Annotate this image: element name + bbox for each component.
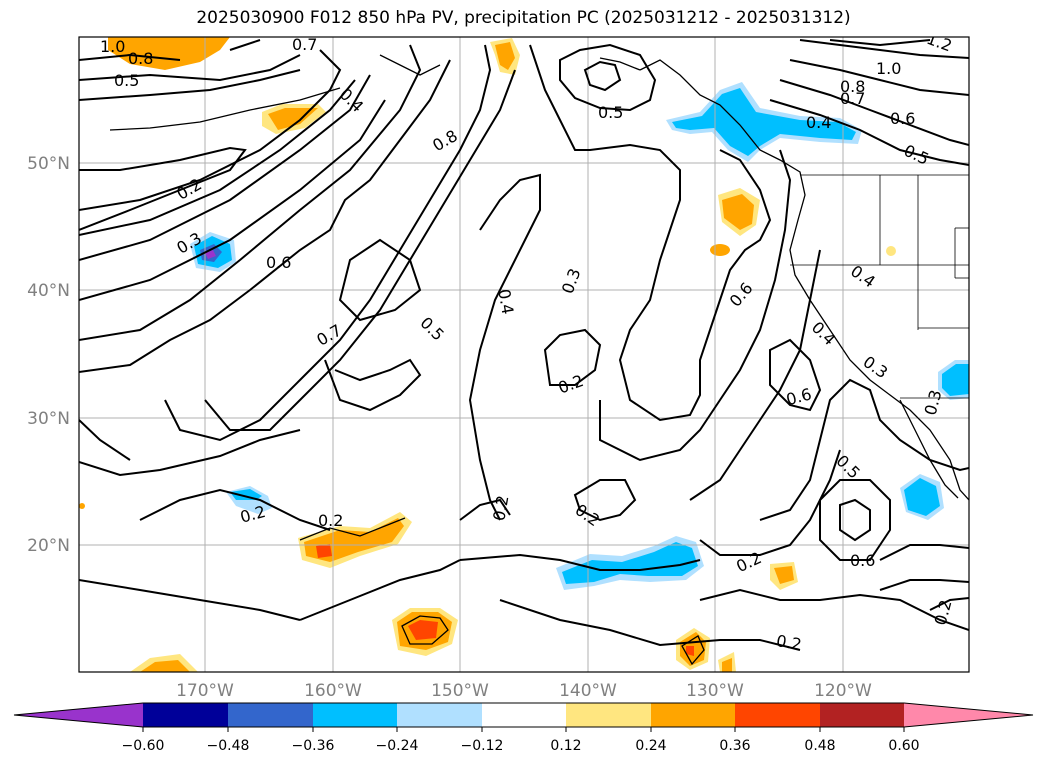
colorbar-tick-label: −0.12 (461, 738, 504, 754)
colorbar-extend-low (14, 703, 143, 727)
colorbar-tick-label: −0.24 (376, 738, 419, 754)
contour-label: 0.6 (266, 253, 291, 272)
precip-area (495, 42, 515, 70)
lat-label-30n: 30°N (27, 409, 70, 429)
lon-label-170w: 170°W (176, 681, 234, 701)
colorbar-tick-label: −0.36 (292, 738, 335, 754)
colorbar-ticks (142, 727, 905, 732)
contour-label: 0.2 (318, 511, 343, 530)
colorbar-segment (397, 703, 482, 727)
country-borders (790, 174, 969, 399)
lon-label-160w: 160°W (304, 681, 362, 701)
pv-contours (79, 39, 969, 651)
precip-area (774, 566, 794, 584)
colorbar-segment (482, 703, 566, 727)
contour-label: 0.2 (489, 494, 512, 522)
colorbar-segment (820, 703, 904, 727)
contour-label: 0.4 (494, 288, 517, 316)
precip-area (408, 620, 438, 640)
contour-label: 0.7 (840, 89, 865, 108)
colorbar-tick-label: 0.12 (550, 738, 581, 754)
colorbar-segment (566, 703, 651, 727)
lon-label-120w: 120°W (814, 681, 872, 701)
precip-area (686, 646, 694, 656)
contour-label: 0.7 (292, 35, 317, 54)
colorbar-tick-label: 0.60 (888, 738, 919, 754)
precip-area (886, 246, 896, 256)
colorbar-tick-label: 0.36 (719, 738, 750, 754)
colorbar-segment (735, 703, 820, 727)
map-frame (78, 36, 970, 673)
precip-area (316, 544, 332, 558)
contour-label: 1.0 (876, 59, 901, 78)
colorbar: −0.60 −0.48 −0.36 −0.24 −0.12 0.12 0.24 … (13, 702, 1034, 754)
contour-label: 0.6 (850, 551, 875, 570)
precip-area (942, 364, 969, 396)
colorbar-segment (651, 703, 735, 727)
colorbar-segment (228, 703, 313, 727)
lon-label-140w: 140°W (559, 681, 617, 701)
colorbar-segment (143, 703, 228, 727)
contour-label: 0.6 (890, 109, 915, 128)
colorbar-segment (313, 703, 397, 727)
precip-area (79, 503, 85, 509)
colorbar-tick-label: −0.48 (207, 738, 250, 754)
colorbar-tick-label: 0.24 (635, 738, 666, 754)
precip-area (562, 542, 698, 584)
map-title: 2025030900 F012 850 hPa PV, precipitatio… (196, 8, 851, 28)
contour-label: 0.2 (775, 631, 803, 654)
lat-label-20n: 20°N (27, 536, 70, 556)
precip-area (140, 660, 190, 672)
precip-area (230, 489, 262, 500)
lat-label-40n: 40°N (27, 281, 70, 301)
longitude-labels: 170°W 160°W 150°W 140°W 130°W 120°W (176, 681, 872, 701)
contour-label: 1.0 (100, 37, 125, 56)
precip-area (672, 88, 856, 156)
precip-area (722, 658, 732, 672)
precip-area (205, 250, 216, 259)
precip-area (710, 244, 730, 256)
coastlines (109, 54, 969, 666)
precip-area (904, 478, 940, 516)
lon-label-130w: 130°W (686, 681, 744, 701)
contour-label: 0.4 (806, 113, 831, 132)
lon-label-150w: 150°W (431, 681, 489, 701)
precip-area (108, 37, 230, 70)
contour-label: 0.8 (128, 49, 153, 68)
contour-label: 0.8 (840, 77, 865, 96)
lat-label-50n: 50°N (27, 154, 70, 174)
colorbar-tick-label: 0.48 (804, 738, 835, 754)
contour-label: 0.5 (598, 103, 623, 122)
precip-positive-areas (79, 37, 896, 672)
colorbar-tick-label: −0.60 (122, 738, 165, 754)
precip-area (722, 194, 754, 230)
colorbar-extend-high (904, 703, 1033, 727)
map-panel: 1.0 0.8 0.5 0.7 0.4 0.8 0.5 1.2 1.0 0.8 … (79, 35, 969, 672)
contour-label: 0.5 (114, 71, 139, 90)
latitude-labels: 50°N 40°N 30°N 20°N (27, 154, 70, 556)
